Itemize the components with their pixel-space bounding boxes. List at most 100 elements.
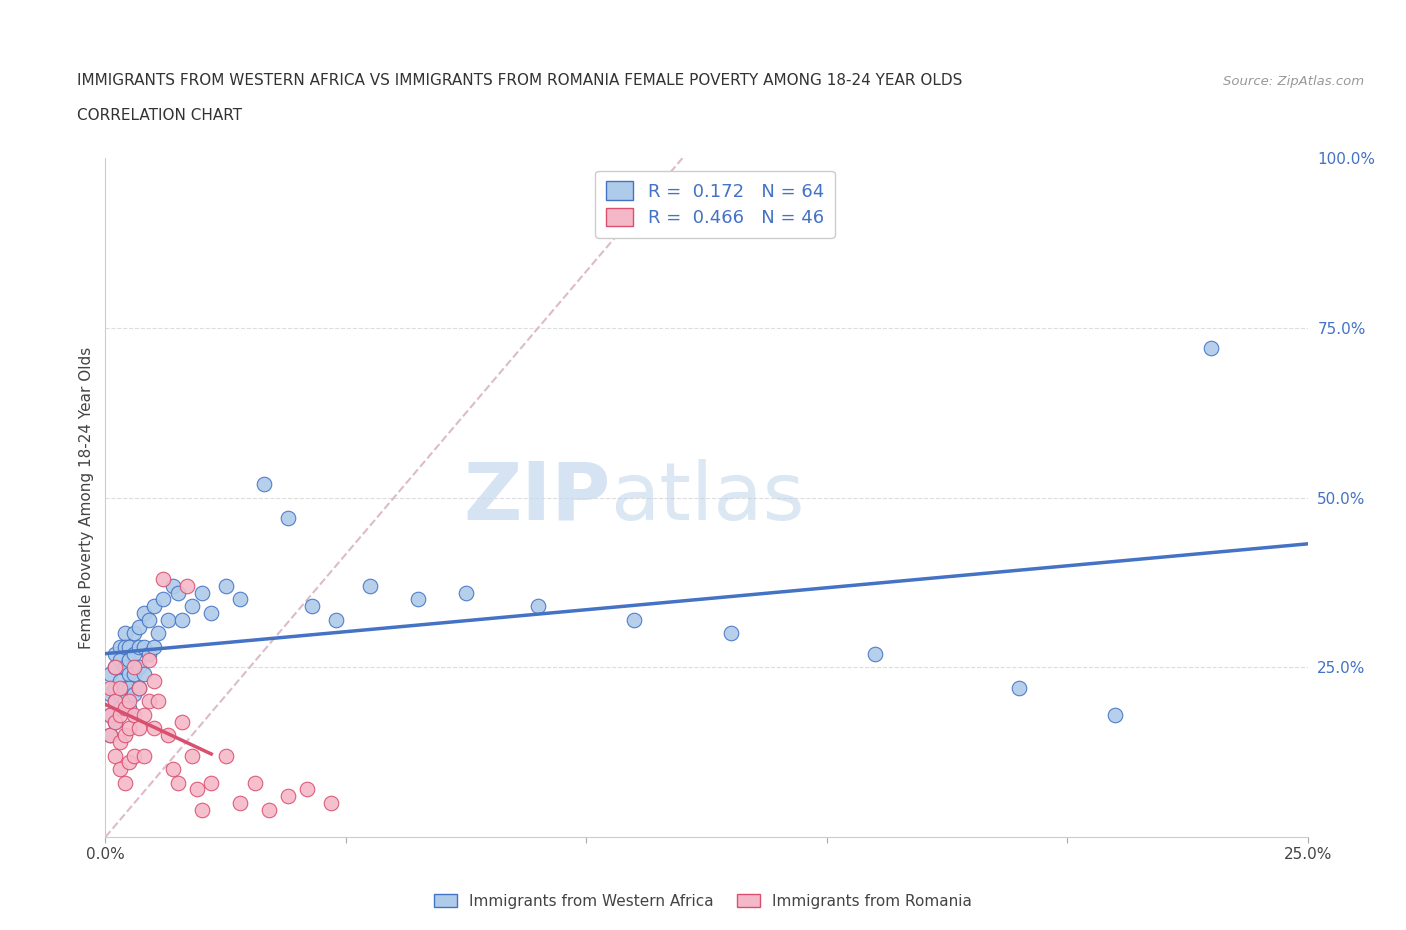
- Point: [118, 640, 141, 655]
- Point: [124, 667, 146, 682]
- Point: [104, 748, 127, 763]
- Point: [863, 646, 886, 661]
- Legend: R =  0.172   N = 64, R =  0.466   N = 46: R = 0.172 N = 64, R = 0.466 N = 46: [595, 170, 835, 238]
- Point: [277, 511, 299, 525]
- Point: [118, 721, 141, 736]
- Point: [128, 680, 150, 695]
- Point: [104, 714, 127, 729]
- Point: [108, 680, 131, 695]
- Point: [277, 789, 299, 804]
- Point: [623, 612, 645, 627]
- Point: [181, 599, 204, 614]
- Point: [142, 640, 165, 655]
- Text: atlas: atlas: [610, 458, 804, 537]
- Point: [108, 735, 131, 750]
- Point: [257, 803, 280, 817]
- Point: [321, 796, 343, 811]
- Point: [200, 605, 222, 620]
- Point: [200, 776, 222, 790]
- Point: [118, 694, 141, 709]
- Point: [104, 680, 127, 695]
- Point: [301, 599, 323, 614]
- Point: [124, 646, 146, 661]
- Point: [229, 796, 252, 811]
- Point: [214, 578, 236, 593]
- Point: [108, 673, 131, 688]
- Point: [138, 612, 160, 627]
- Point: [243, 776, 266, 790]
- Point: [132, 748, 155, 763]
- Point: [98, 708, 121, 723]
- Point: [104, 694, 127, 709]
- Point: [132, 605, 155, 620]
- Point: [138, 694, 160, 709]
- Point: [124, 748, 146, 763]
- Point: [98, 727, 121, 742]
- Point: [166, 585, 188, 600]
- Point: [148, 694, 170, 709]
- Point: [142, 721, 165, 736]
- Point: [229, 592, 252, 607]
- Point: [720, 626, 742, 641]
- Text: ZIP: ZIP: [463, 458, 610, 537]
- Point: [1104, 708, 1126, 723]
- Point: [108, 762, 131, 777]
- Text: Source: ZipAtlas.com: Source: ZipAtlas.com: [1223, 75, 1364, 88]
- Point: [181, 748, 204, 763]
- Point: [152, 572, 174, 587]
- Point: [152, 592, 174, 607]
- Point: [124, 687, 146, 702]
- Point: [104, 714, 127, 729]
- Point: [98, 667, 121, 682]
- Point: [114, 776, 136, 790]
- Point: [108, 708, 131, 723]
- Point: [108, 640, 131, 655]
- Point: [114, 660, 136, 675]
- Point: [124, 708, 146, 723]
- Point: [108, 700, 131, 715]
- Point: [118, 667, 141, 682]
- Point: [128, 721, 150, 736]
- Y-axis label: Female Poverty Among 18-24 Year Olds: Female Poverty Among 18-24 Year Olds: [79, 347, 94, 649]
- Point: [132, 640, 155, 655]
- Point: [162, 762, 184, 777]
- Point: [114, 626, 136, 641]
- Point: [118, 700, 141, 715]
- Point: [104, 660, 127, 675]
- Point: [132, 667, 155, 682]
- Point: [214, 748, 236, 763]
- Point: [128, 640, 150, 655]
- Point: [104, 646, 127, 661]
- Point: [118, 755, 141, 770]
- Text: IMMIGRANTS FROM WESTERN AFRICA VS IMMIGRANTS FROM ROMANIA FEMALE POVERTY AMONG 1: IMMIGRANTS FROM WESTERN AFRICA VS IMMIGR…: [77, 73, 963, 88]
- Point: [114, 694, 136, 709]
- Point: [114, 640, 136, 655]
- Point: [297, 782, 319, 797]
- Point: [98, 708, 121, 723]
- Point: [162, 578, 184, 593]
- Point: [172, 714, 194, 729]
- Point: [156, 727, 179, 742]
- Point: [186, 782, 208, 797]
- Point: [128, 660, 150, 675]
- Point: [406, 592, 429, 607]
- Point: [98, 680, 121, 695]
- Point: [138, 653, 160, 668]
- Point: [124, 626, 146, 641]
- Point: [156, 612, 179, 627]
- Point: [1201, 340, 1223, 355]
- Point: [166, 776, 188, 790]
- Point: [128, 619, 150, 634]
- Point: [128, 680, 150, 695]
- Point: [124, 660, 146, 675]
- Legend: Immigrants from Western Africa, Immigrants from Romania: Immigrants from Western Africa, Immigran…: [427, 887, 979, 915]
- Point: [253, 476, 276, 491]
- Point: [108, 687, 131, 702]
- Point: [104, 660, 127, 675]
- Point: [190, 585, 212, 600]
- Point: [118, 680, 141, 695]
- Point: [132, 708, 155, 723]
- Point: [98, 687, 121, 702]
- Point: [1008, 680, 1031, 695]
- Point: [114, 680, 136, 695]
